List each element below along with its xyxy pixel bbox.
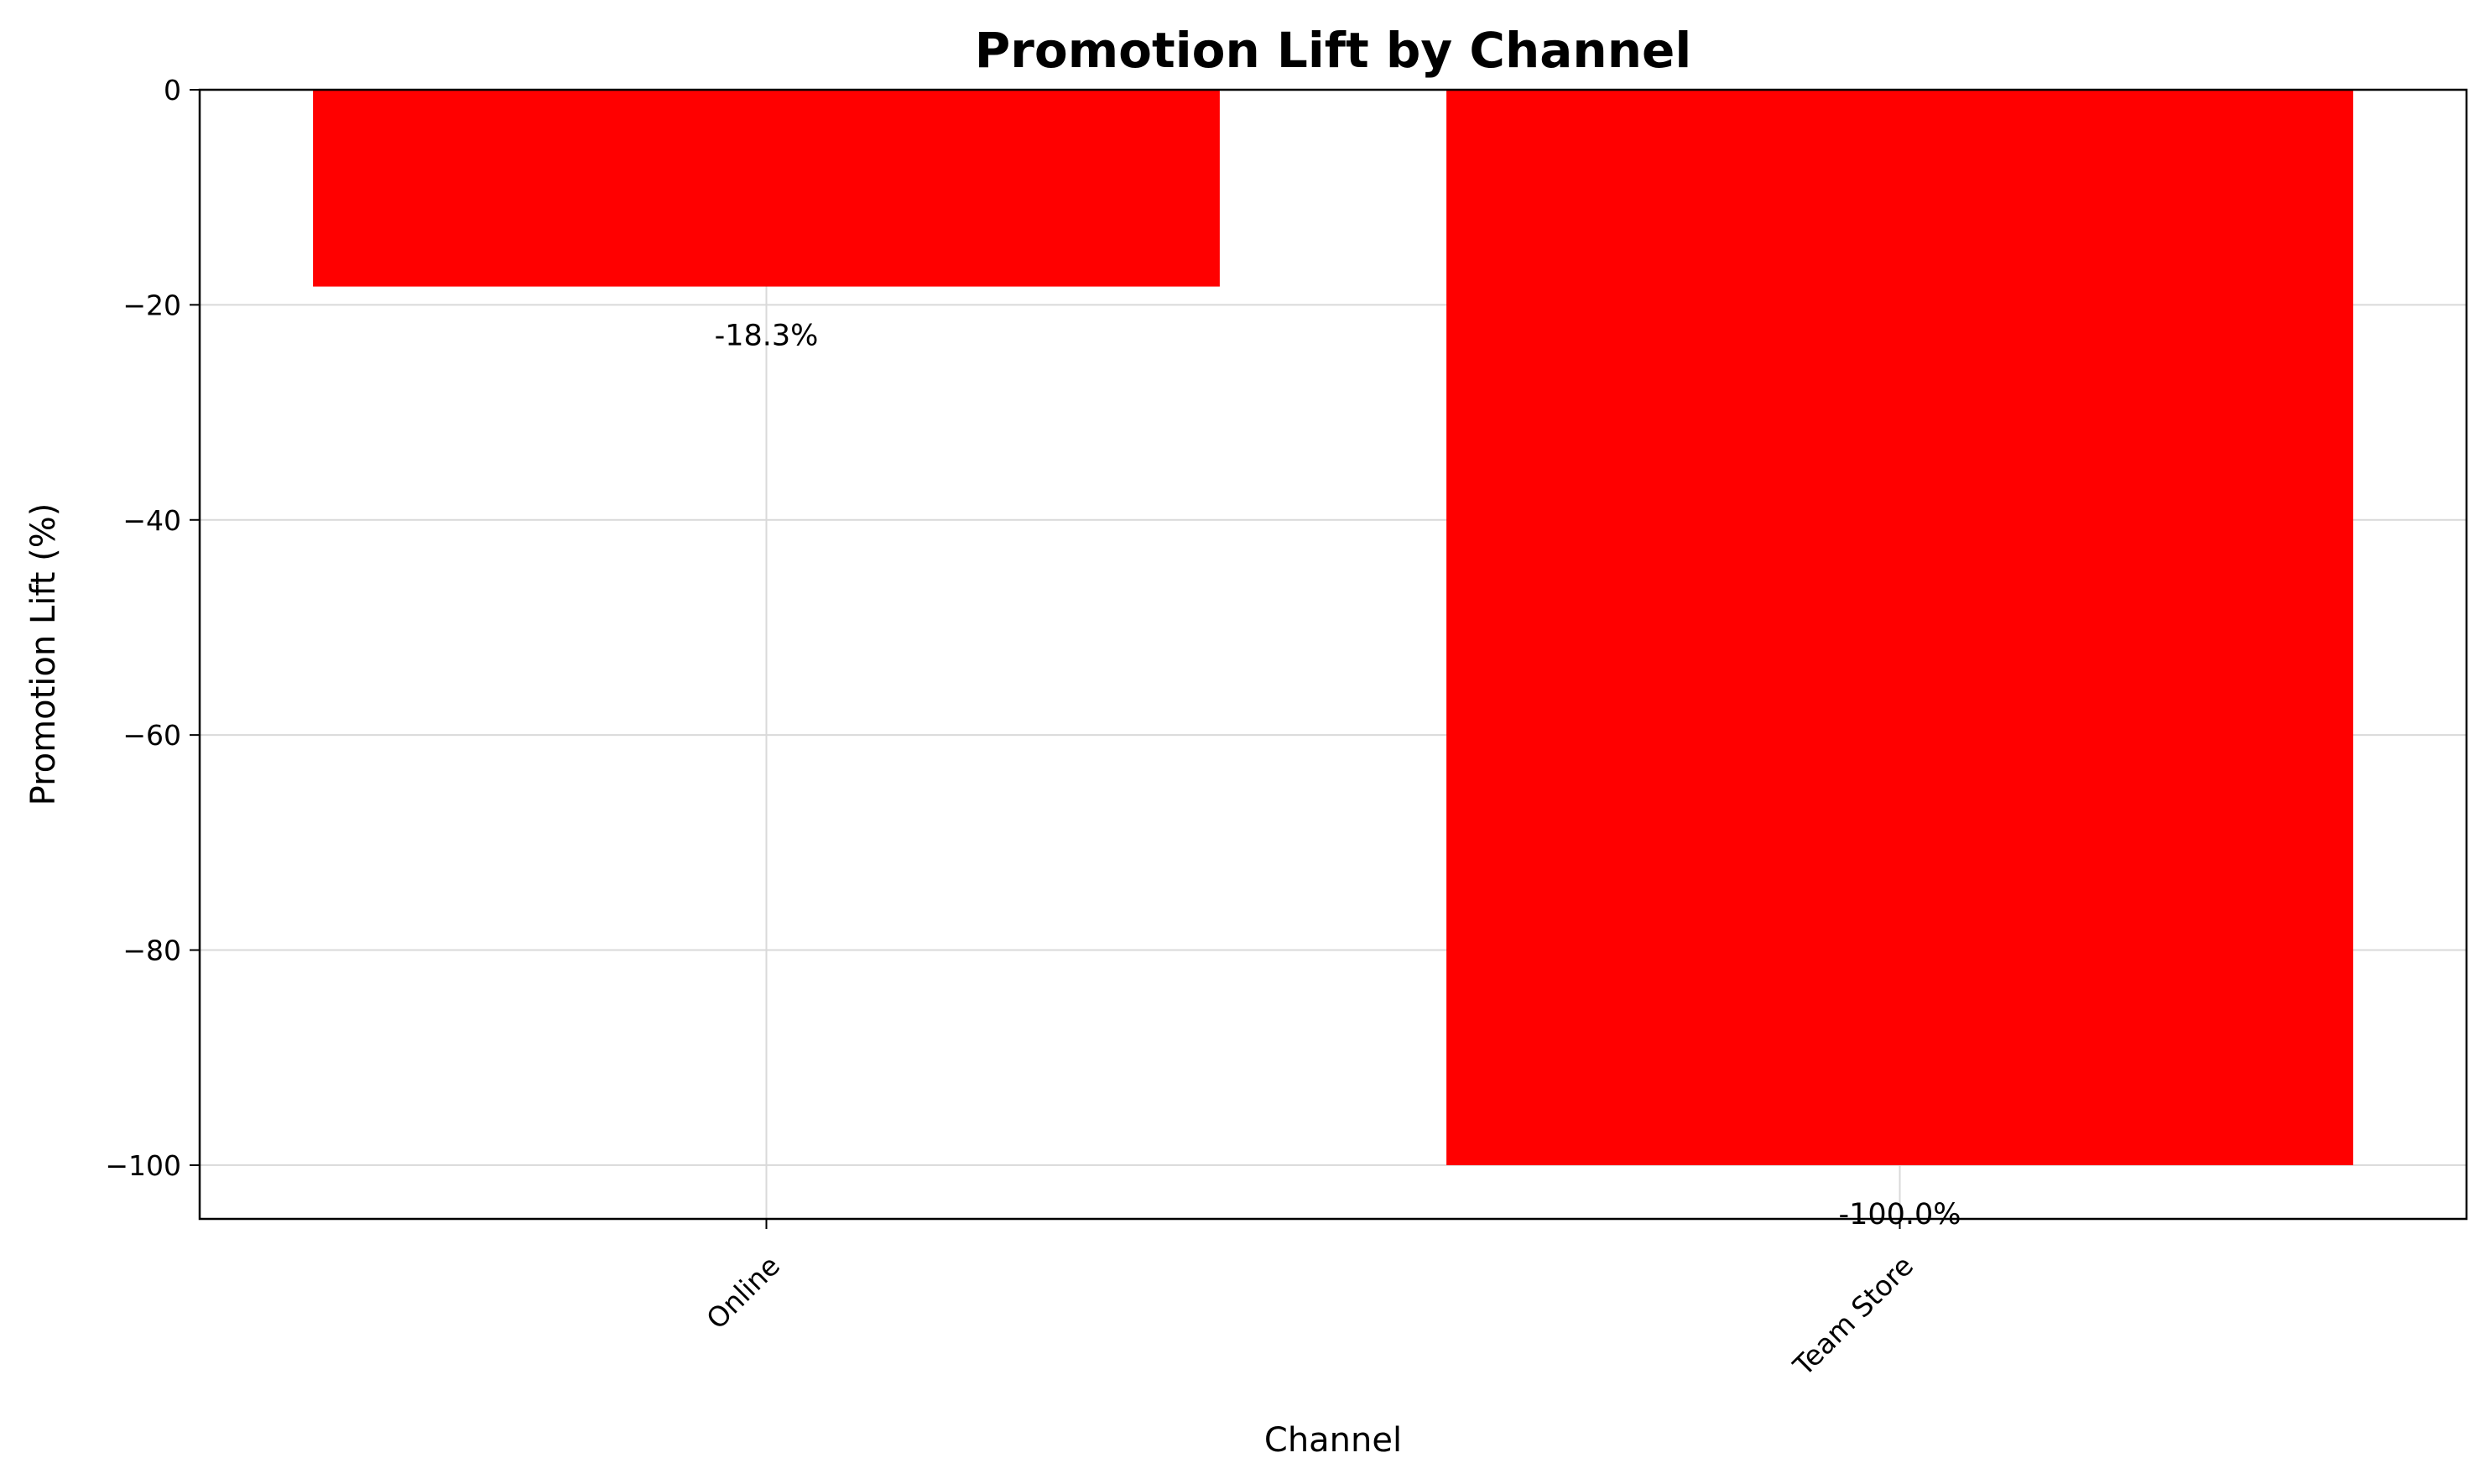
bar-online [313,90,1220,287]
y-tick-label: −100 [105,1149,181,1182]
y-axis-label: Promotion Lift (%) [24,503,63,806]
data-labels: -18.3% -100.0% [715,320,1961,1231]
y-tick-label: −80 [122,935,181,967]
y-tick-label: −40 [122,504,181,537]
bars [313,90,2353,1165]
bar-team-store [1446,90,2353,1165]
x-axis-label: Channel [1264,1421,1402,1460]
data-label: -100.0% [1838,1198,1961,1231]
x-tick-label: Online [700,1249,786,1336]
x-tick-label: Team Store [1786,1249,1920,1382]
data-label: -18.3% [715,320,819,353]
chart-title: Promotion Lift by Channel [975,22,1691,79]
y-tick-label: −60 [122,719,181,752]
y-tick-label: 0 [164,74,181,107]
plot-frame [198,88,2468,1221]
y-tick-label: −20 [122,289,181,321]
